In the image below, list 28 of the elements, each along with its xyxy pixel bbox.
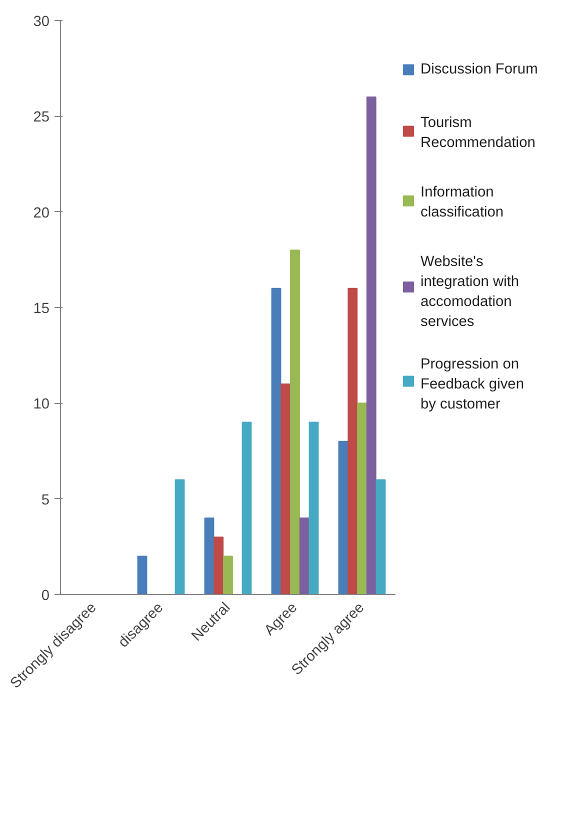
bar	[174, 479, 185, 594]
bar	[280, 384, 291, 594]
bar	[223, 556, 233, 594]
legend-label: Website's integration with accomodation services	[420, 254, 520, 330]
y-tick-label: 10	[33, 396, 50, 413]
y-tick-label: 0	[41, 588, 50, 604]
bar	[214, 536, 224, 594]
bar	[338, 440, 348, 594]
bar	[137, 556, 148, 594]
y-tick-label: 5	[41, 492, 50, 508]
legend-label: Discussion Forum	[420, 62, 538, 78]
bar	[299, 517, 310, 594]
y-tick-label: 15	[33, 301, 50, 317]
legend-label: Information classification	[420, 184, 504, 220]
bar	[242, 422, 252, 594]
bar	[357, 402, 367, 594]
bar	[366, 96, 376, 594]
bar	[204, 517, 214, 594]
bar	[348, 288, 358, 594]
legend-label: Tourism Recommendation	[420, 114, 536, 151]
bar	[376, 479, 386, 594]
bar	[271, 288, 282, 594]
y-tick-label: 20	[33, 205, 50, 222]
legend-label: Progression on Feedback given by customer	[420, 356, 524, 413]
y-tick-label: 25	[33, 110, 50, 126]
y-tick-label: 30	[33, 14, 50, 30]
bar	[290, 250, 300, 594]
bar	[308, 422, 319, 594]
